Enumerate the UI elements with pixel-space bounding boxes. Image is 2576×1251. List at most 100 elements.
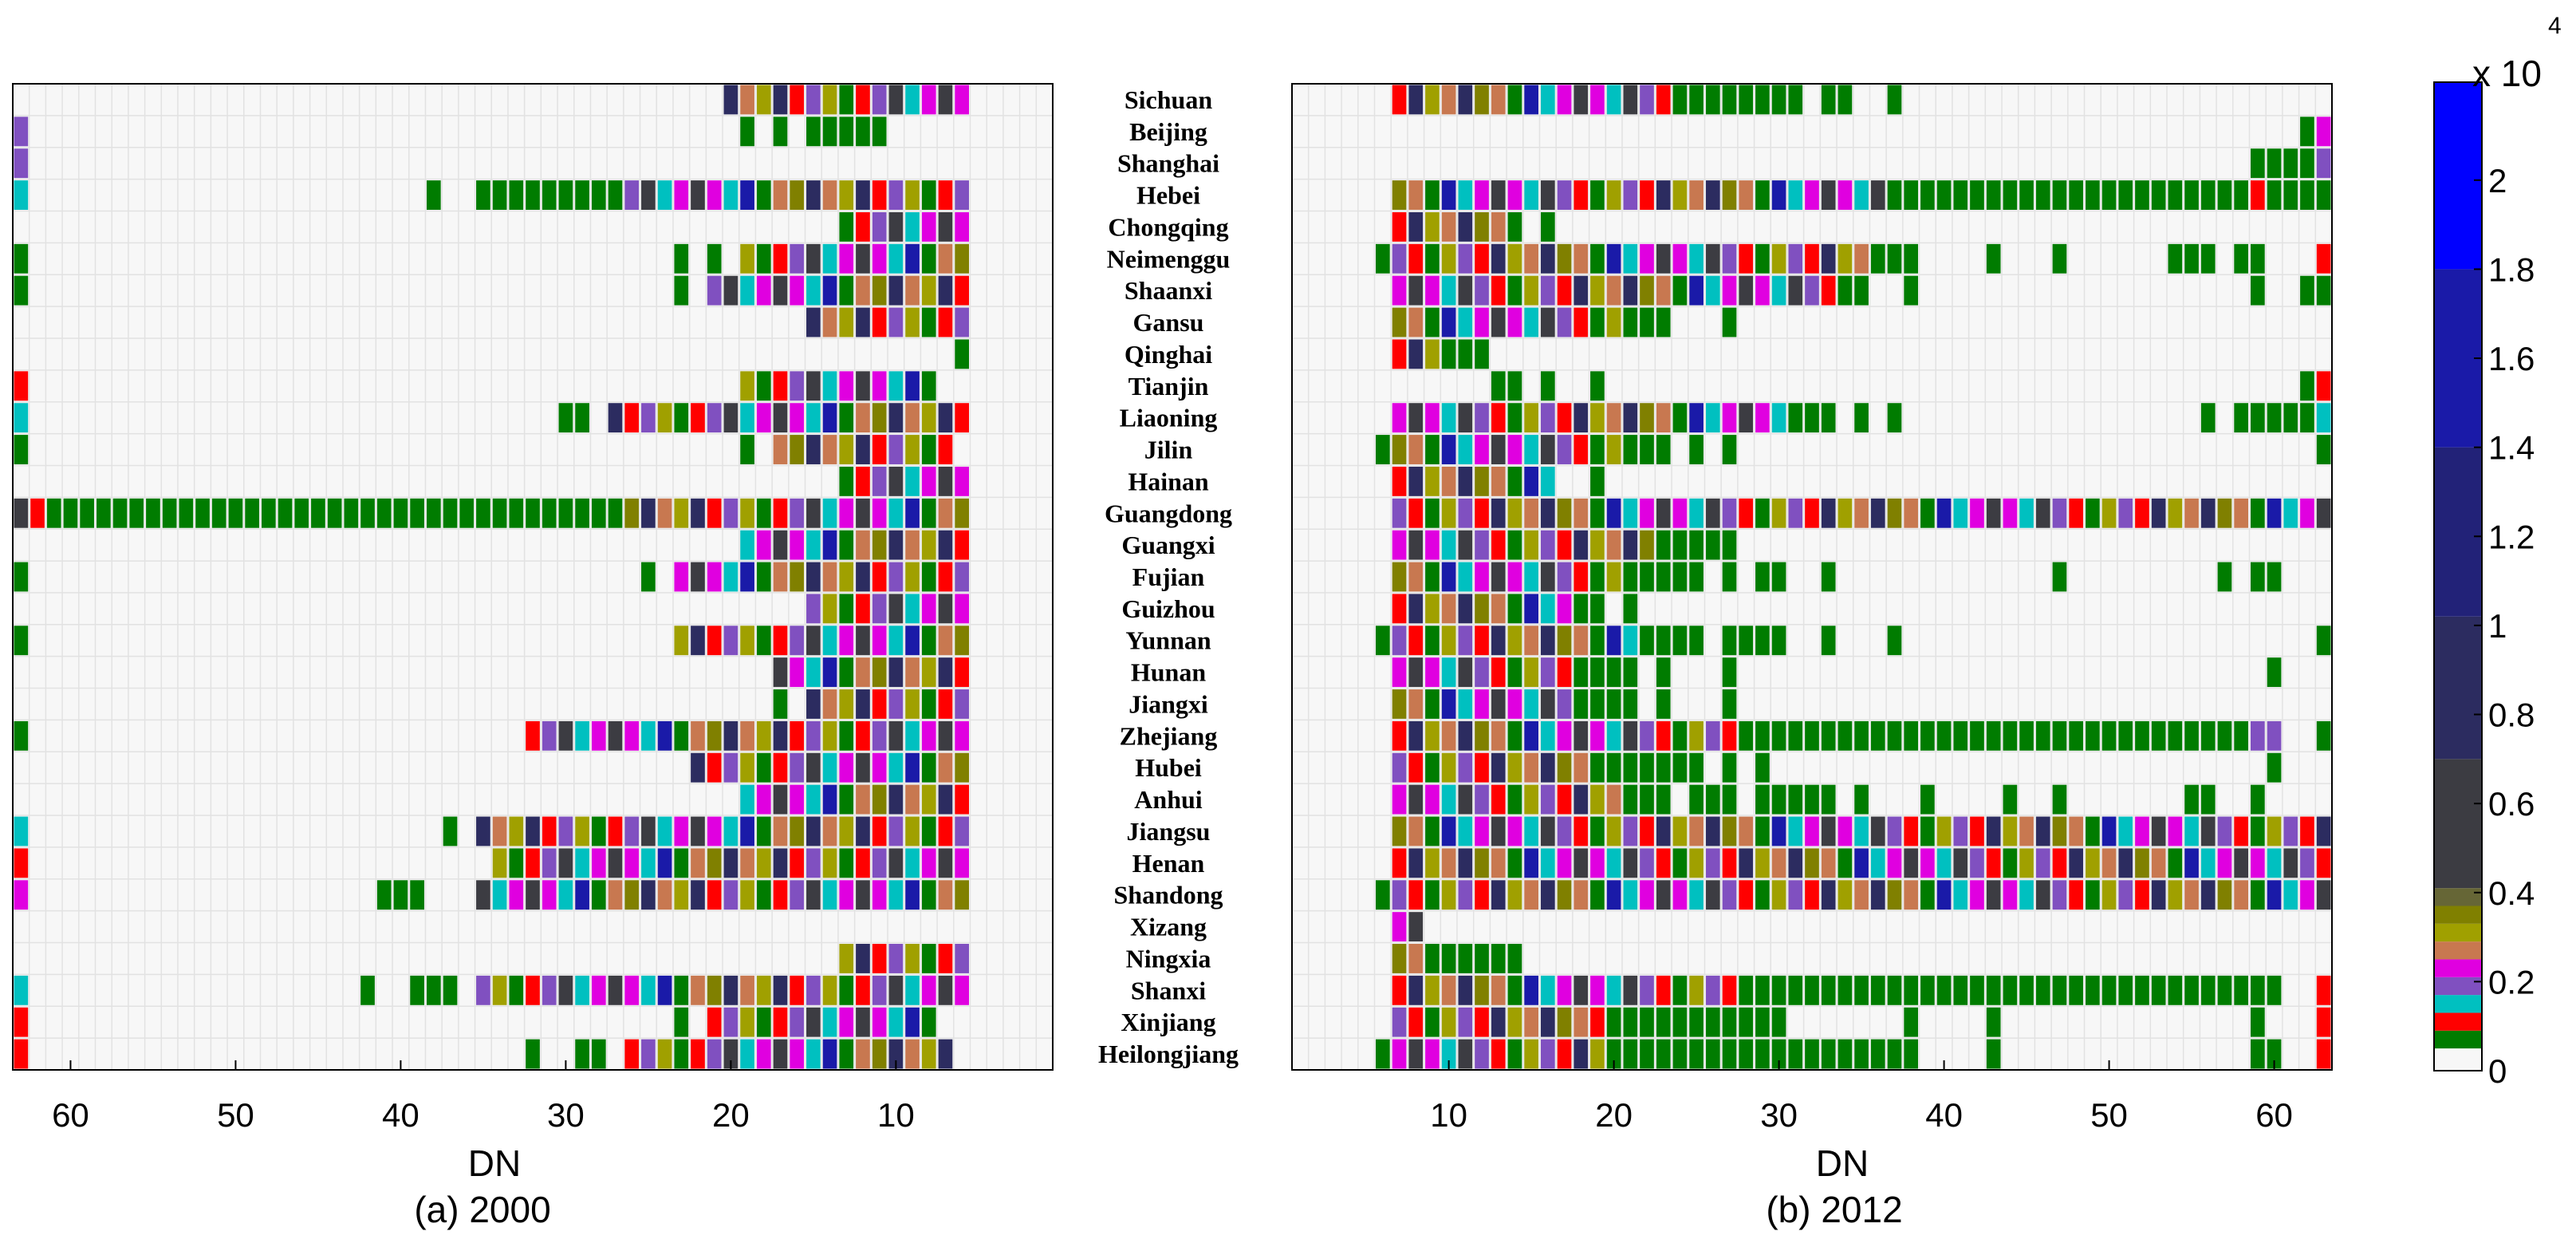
heatmap-cell [773,435,788,464]
heatmap-cell [888,180,904,210]
heatmap-cell [839,880,854,910]
heatmap-cell [14,720,29,751]
heatmap-cell [1491,1007,1506,1037]
heatmap-cell [1475,211,1489,242]
heatmap-cell [790,816,805,846]
heatmap-cell [1524,657,1538,688]
heatmap-cell [822,975,837,1005]
x-tick-label: 30 [547,1096,585,1134]
heatmap-cell [1524,562,1538,592]
heatmap-cell [2168,848,2183,878]
heatmap-cell [1640,403,1654,433]
heatmap-cell [1870,975,1885,1005]
heatmap-cell [1672,816,1688,846]
heatmap-cell [1640,498,1654,528]
heatmap-cell [1788,848,1803,878]
heatmap-cell [1408,944,1424,973]
heatmap-cell [542,816,557,846]
heatmap-cell [1524,243,1538,274]
heatmap-cell [921,180,936,210]
heatmap-cell [2151,498,2166,528]
heatmap-cell [1574,562,1589,592]
heatmap-cell [1574,784,1589,815]
heatmap-cell [1392,975,1407,1005]
heatmap-cell [1425,657,1440,688]
heatmap-cell [657,816,672,846]
heatmap-cell [888,530,904,560]
heatmap-cell [1904,275,1919,306]
heatmap-cell [1689,498,1704,528]
heatmap-cell [756,530,771,560]
heatmap-cell [2019,498,2034,528]
heatmap-cell [509,498,524,528]
heatmap-cell [1755,975,1770,1005]
heatmap-cell [822,403,837,433]
heatmap-cell [955,211,970,242]
heatmap-cell [1739,975,1754,1005]
heatmap-cell [921,307,936,337]
heatmap-cell [1722,530,1737,560]
heatmap-cell [1392,752,1407,783]
heatmap-cell [839,403,854,433]
heatmap-cell [790,371,805,401]
heatmap-cell [261,498,276,528]
heatmap-cell [1590,975,1605,1005]
heatmap-cell [2184,498,2199,528]
heatmap-cell [1458,784,1473,815]
heatmap-cell [2135,720,2149,751]
heatmap-cell [1441,594,1456,624]
heatmap-cell [756,626,771,656]
heatmap-cell [1689,435,1704,464]
heatmap-cell [1507,1039,1522,1069]
heatmap-cell [1475,816,1489,846]
heatmap-cell [443,816,458,846]
heatmap-cell [905,466,920,496]
heatmap-cell [1574,594,1589,624]
heatmap-cell [2316,1039,2331,1069]
heatmap-cell [1623,594,1638,624]
heatmap-cell [526,975,540,1005]
heatmap-cell [1491,626,1506,656]
heatmap-cell [526,720,540,751]
heatmap-cell [1606,1039,1621,1069]
heatmap-cell [1689,530,1704,560]
heatmap-cell [2200,784,2216,815]
colorbar-segment [2434,82,2482,270]
heatmap-cell [211,498,226,528]
heatmap-cell [839,626,854,656]
heatmap-cell [806,689,821,719]
heatmap-cell [921,880,936,910]
heatmap-cell [1557,720,1572,751]
heatmap-cell [1408,848,1424,878]
heatmap-cell [1574,975,1589,1005]
heatmap-cell [1540,307,1555,337]
heatmap-cell [756,848,771,878]
heatmap-cell [1904,1007,1919,1037]
heatmap-cell [1887,180,1902,210]
heatmap-cell [1788,243,1803,274]
heatmap-cell [806,403,821,433]
heatmap-cell [872,1007,887,1037]
heatmap-cell [955,689,970,719]
heatmap-cell [1722,752,1737,783]
heatmap-cell [1904,880,1919,910]
heatmap-cell [921,466,936,496]
heatmap-cell [1507,562,1522,592]
heatmap-cell [822,720,837,751]
heatmap-cell [2251,720,2265,751]
heatmap-cell [2086,848,2100,878]
heatmap-cell [921,498,936,528]
heatmap-cell [1805,975,1819,1005]
heatmap-cell [1507,720,1522,751]
heatmap-cell [790,975,805,1005]
heatmap-cell [1425,880,1440,910]
heatmap-cell [2251,180,2265,210]
heatmap-cell [14,848,29,878]
heatmap-cell [558,403,573,433]
heatmap-cell [872,243,887,274]
heatmap-cell [1408,784,1424,815]
heatmap-cell [1788,816,1803,846]
heatmap-cell [14,116,29,147]
heatmap-cell [1574,498,1589,528]
